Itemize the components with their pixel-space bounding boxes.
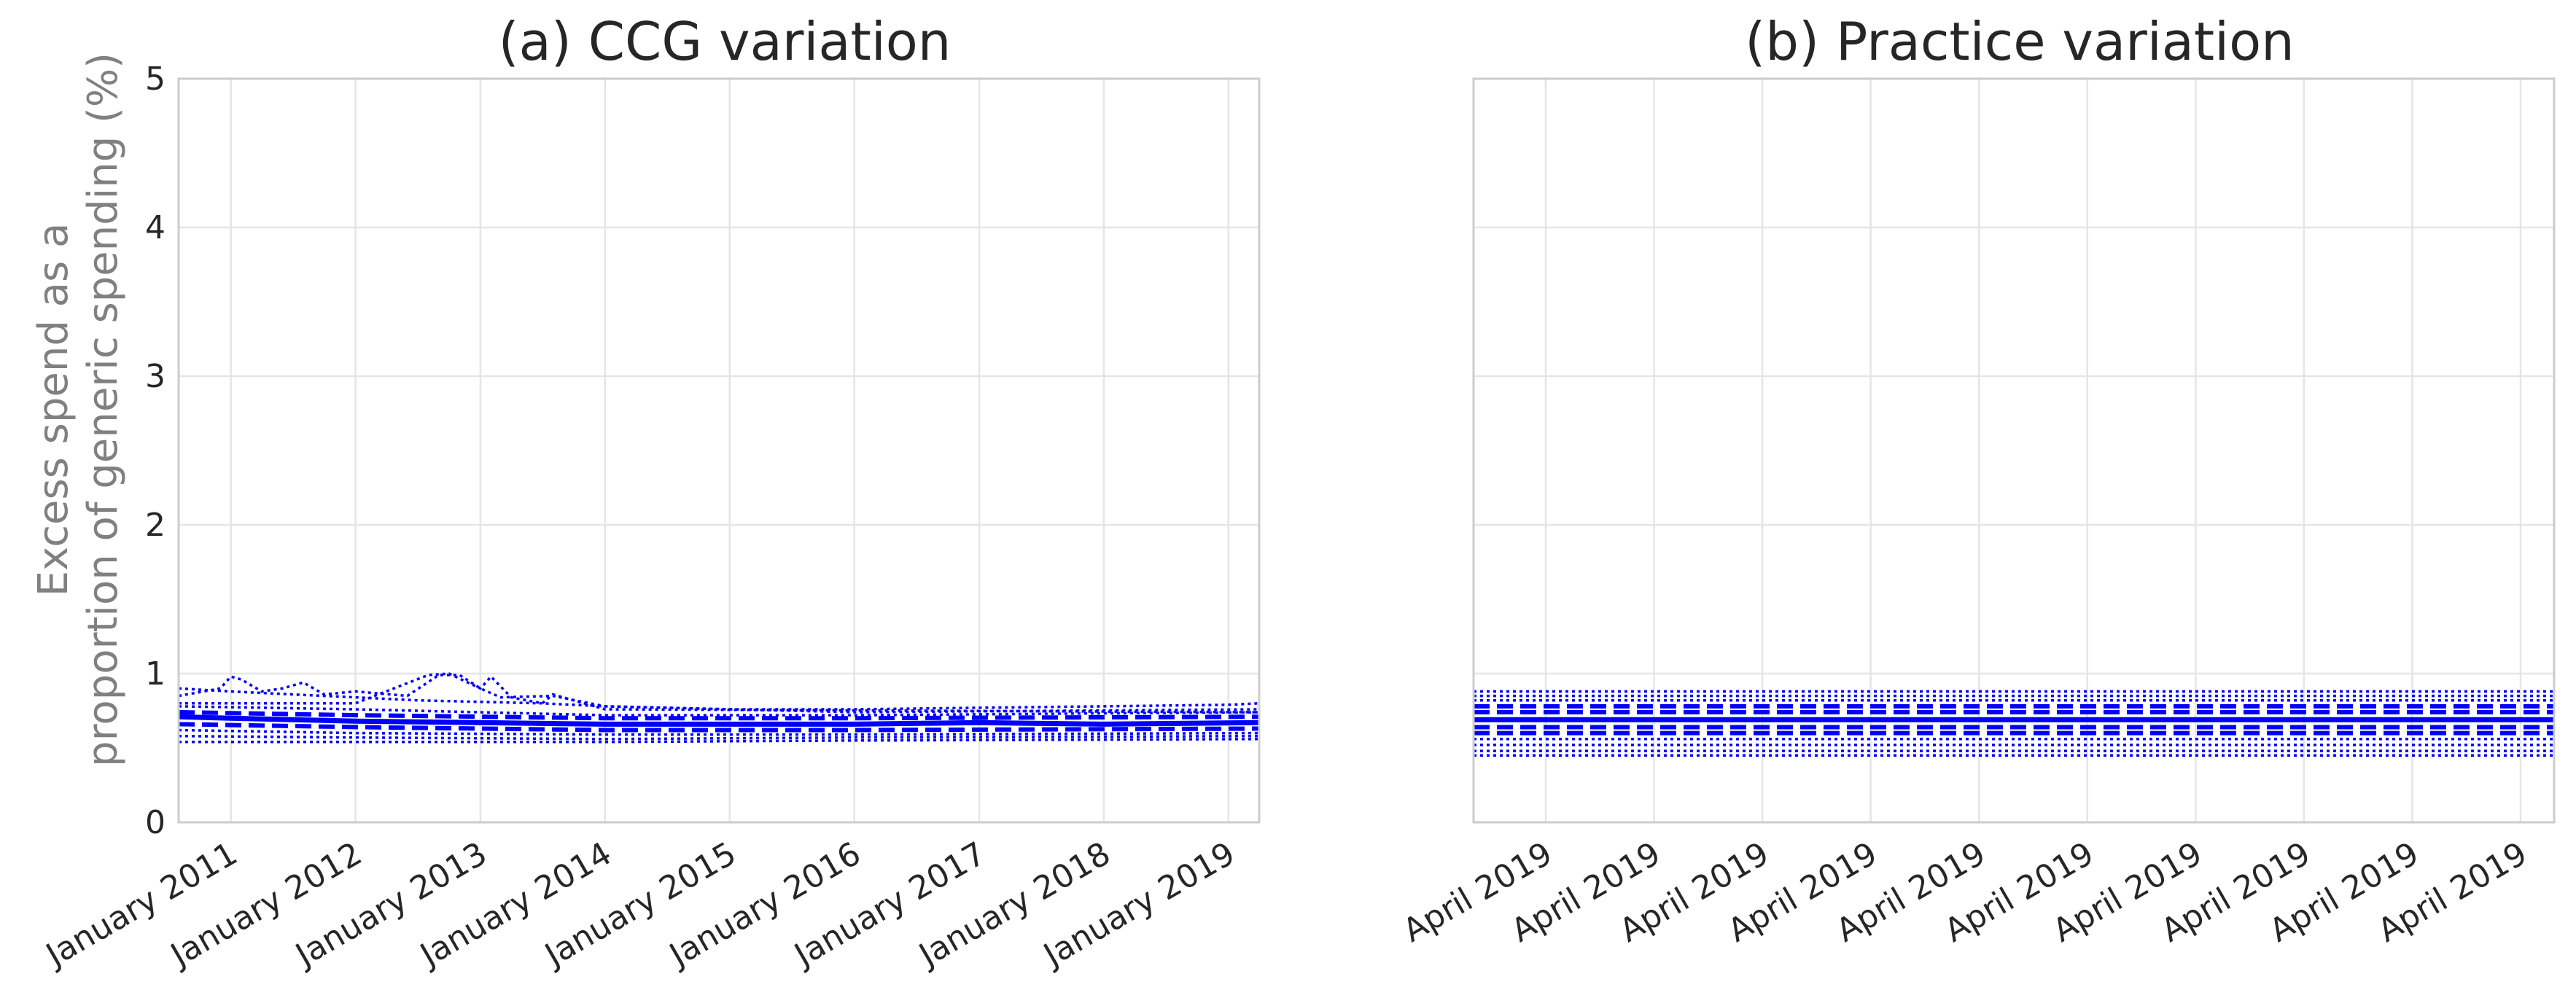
panel-a-frame	[177, 77, 1261, 824]
panel-a-series-line	[178, 710, 1260, 721]
y-axis-label-line-1: Excess spend as a	[30, 223, 77, 597]
panel-a-series-line	[178, 714, 1260, 727]
panel-a-y-ticks: 0 1 2 3 4 5	[145, 61, 166, 841]
panel-a-series-line	[178, 722, 1260, 733]
panel-b-frame	[1472, 77, 2556, 824]
panel-a-y-tick-label: 4	[145, 209, 166, 246]
panel-a-title: (a) CCG variation	[499, 11, 952, 72]
panel-a-y-tick-label: 2	[145, 507, 166, 544]
panel-a-series-line	[178, 687, 1260, 711]
panel-a-y-tick-label: 0	[145, 804, 166, 841]
y-axis-label-line-2: proportion of generic spending (%)	[79, 52, 127, 767]
panel-a-y-tick-label: 3	[145, 358, 166, 395]
panel-ccg-variation: (a) CCG variation Excess spend as a prop…	[30, 11, 1261, 975]
panel-a-y-tick-label: 5	[145, 61, 166, 98]
panel-a-y-tick-label: 1	[145, 655, 166, 693]
panel-b-series	[1474, 690, 2554, 757]
panel-a-series-line	[178, 734, 1260, 741]
panel-a-series	[178, 672, 1260, 744]
panel-b-title: (b) Practice variation	[1745, 11, 2295, 72]
